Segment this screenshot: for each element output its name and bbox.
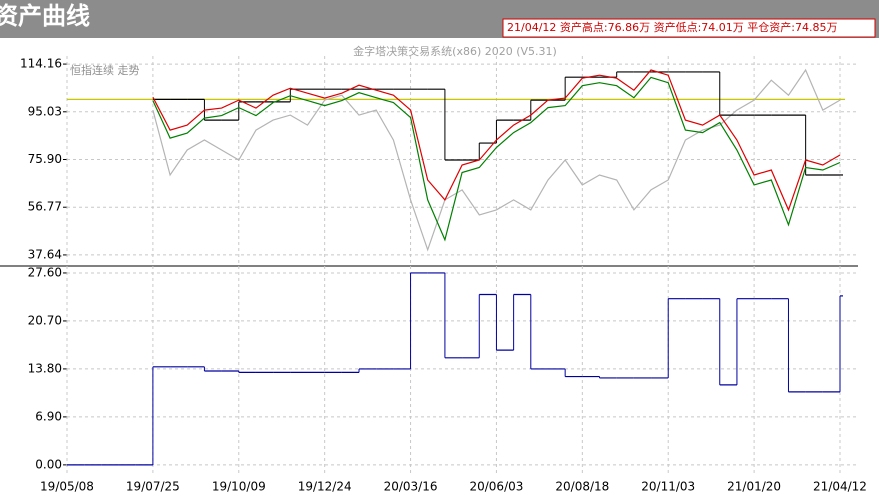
summary-box — [502, 18, 876, 38]
y-tick-label: 95.03 — [28, 104, 62, 118]
series-label: 恒指连续 走势 — [70, 63, 140, 77]
x-tick-label: 19/12/24 — [298, 480, 352, 494]
x-tick-label: 20/11/03 — [641, 480, 695, 494]
x-tick-label: 20/08/18 — [555, 480, 609, 494]
y-tick-label: 56.77 — [28, 200, 62, 214]
x-tick-label: 20/06/03 — [469, 480, 523, 494]
x-tick-label: 19/07/25 — [126, 480, 180, 494]
y-tick-label: 20.70 — [28, 313, 62, 327]
summary: 21/04/12 资产高点:76.86万 资产低点:74.01万 平仓资产:74… — [507, 20, 837, 34]
x-tick-label: 21/04/12 — [813, 480, 867, 494]
subtitle: 金字塔决策交易系统(x86) 2020 (V5.31) — [353, 44, 557, 58]
y-tick-label: 27.60 — [28, 265, 62, 279]
y-tick-label: 6.90 — [35, 409, 62, 423]
x-tick-label: 19/05/08 — [40, 480, 94, 494]
y-tick-label: 13.80 — [28, 361, 62, 375]
page-title: 资产曲线 — [0, 2, 90, 30]
x-tick-label: 20/03/16 — [384, 480, 438, 494]
y-tick-label: 75.90 — [28, 152, 62, 166]
series-line — [152, 69, 841, 212]
y-tick-label: 114.16 — [20, 57, 62, 71]
x-tick-label: 21/01/20 — [727, 480, 781, 494]
series-line — [152, 76, 841, 242]
y-tick-label: 37.64 — [28, 247, 62, 261]
x-tick-label: 19/10/09 — [212, 480, 266, 494]
series-line — [152, 68, 841, 252]
y-tick-label: 0.00 — [35, 457, 62, 471]
